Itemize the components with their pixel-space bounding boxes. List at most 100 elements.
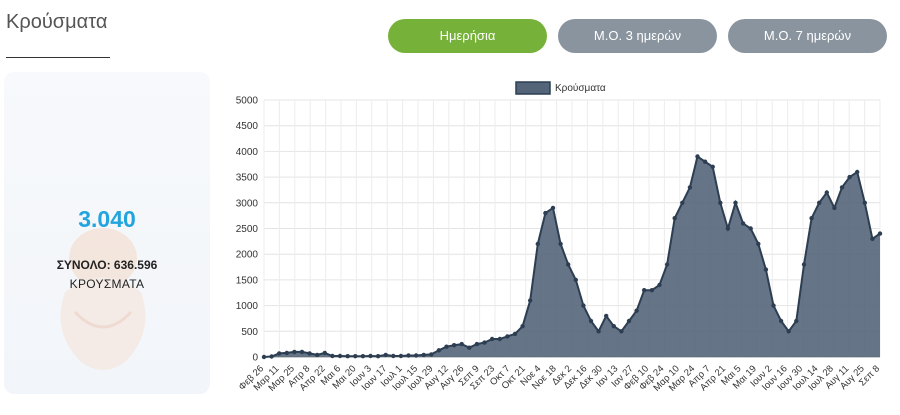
data-point[interactable] <box>451 343 457 348</box>
data-point[interactable] <box>801 262 807 267</box>
data-point[interactable] <box>664 262 670 267</box>
data-point[interactable] <box>299 349 305 355</box>
data-point[interactable] <box>611 324 616 329</box>
data-point[interactable] <box>763 267 769 272</box>
data-point[interactable] <box>429 352 434 357</box>
data-point[interactable] <box>330 353 335 359</box>
data-point[interactable] <box>497 336 502 342</box>
data-point[interactable] <box>261 354 267 360</box>
data-point[interactable] <box>292 349 297 355</box>
data-point[interactable] <box>421 352 426 358</box>
data-point[interactable] <box>528 298 533 303</box>
avg-7-days-toggle-button[interactable]: Μ.Ο. 7 ημερών <box>728 19 887 53</box>
data-point[interactable] <box>315 352 320 358</box>
data-point[interactable] <box>702 159 708 164</box>
data-point[interactable] <box>322 350 327 356</box>
data-point[interactable] <box>512 331 518 337</box>
data-point[interactable] <box>383 352 388 358</box>
avg-3-days-toggle-button[interactable]: Μ.Ο. 3 ημερών <box>558 19 717 53</box>
data-point[interactable] <box>604 313 609 319</box>
data-point[interactable] <box>687 185 693 190</box>
data-point[interactable] <box>817 200 822 205</box>
virus-watermark-icon <box>60 228 146 370</box>
data-point[interactable] <box>558 241 563 247</box>
data-point[interactable] <box>474 341 480 347</box>
data-point[interactable] <box>794 318 799 324</box>
data-point[interactable] <box>436 348 442 353</box>
data-point[interactable] <box>566 262 571 267</box>
data-point[interactable] <box>832 205 837 211</box>
data-point[interactable] <box>877 231 883 236</box>
data-point[interactable] <box>809 216 814 221</box>
data-point[interactable] <box>756 241 761 247</box>
data-point[interactable] <box>413 353 419 358</box>
legend-swatch <box>515 81 551 95</box>
title-underline <box>6 57 110 58</box>
data-point[interactable] <box>596 329 601 334</box>
data-point[interactable] <box>733 200 738 205</box>
data-point[interactable] <box>771 303 776 308</box>
data-point[interactable] <box>619 329 624 334</box>
y-tick-label: 1000 <box>236 301 259 312</box>
data-point[interactable] <box>786 329 791 334</box>
data-point[interactable] <box>649 288 655 293</box>
stats-card <box>4 72 210 394</box>
data-point[interactable] <box>839 185 845 190</box>
series-area-kroysmata <box>264 156 880 357</box>
data-point[interactable] <box>657 282 662 288</box>
data-point[interactable] <box>778 318 784 324</box>
data-point[interactable] <box>360 354 366 359</box>
data-point[interactable] <box>406 353 411 358</box>
data-point[interactable] <box>398 353 404 359</box>
data-point[interactable] <box>353 354 358 359</box>
data-point[interactable] <box>489 336 495 342</box>
daily-toggle-button[interactable]: Ημερήσια <box>388 19 547 53</box>
data-point[interactable] <box>581 303 586 308</box>
data-point[interactable] <box>695 154 700 159</box>
data-point[interactable] <box>680 200 685 205</box>
data-point[interactable] <box>626 318 632 324</box>
data-point[interactable] <box>375 354 381 359</box>
data-point[interactable] <box>824 190 829 195</box>
data-point[interactable] <box>672 216 677 221</box>
data-point[interactable] <box>307 351 312 356</box>
data-point[interactable] <box>573 277 578 283</box>
total-cases-label: ΣΥΝΟΛΟ: 636.596 <box>56 258 158 272</box>
data-point[interactable] <box>391 353 396 359</box>
y-tick-label: 4000 <box>236 147 259 158</box>
data-point[interactable] <box>520 324 525 329</box>
data-point[interactable] <box>505 334 510 339</box>
data-point[interactable] <box>277 351 282 356</box>
y-tick-label: 500 <box>241 327 258 338</box>
chart-legend[interactable]: Κρούσματα <box>515 81 606 95</box>
data-point[interactable] <box>718 200 723 205</box>
data-point[interactable] <box>269 354 274 359</box>
data-point[interactable] <box>345 354 350 359</box>
data-point[interactable] <box>634 308 639 313</box>
data-point[interactable] <box>337 353 343 359</box>
data-point[interactable] <box>284 350 289 356</box>
cases-caption: ΚΡΟΥΣΜΑΤΑ <box>69 277 145 291</box>
data-point[interactable] <box>482 340 487 345</box>
data-point[interactable] <box>847 174 852 180</box>
data-point[interactable] <box>543 210 548 216</box>
data-point[interactable] <box>725 226 731 231</box>
y-tick-label: 4500 <box>236 121 259 132</box>
data-point[interactable] <box>748 226 753 231</box>
series-line-kroysmata <box>263 154 881 358</box>
data-point[interactable] <box>710 164 715 169</box>
y-tick-label: 1500 <box>236 275 259 286</box>
data-point[interactable] <box>459 341 464 347</box>
data-point[interactable] <box>550 205 556 211</box>
data-point[interactable] <box>855 169 860 175</box>
data-point[interactable] <box>444 344 449 349</box>
y-tick-label: 3000 <box>236 198 259 209</box>
data-point[interactable] <box>467 345 472 350</box>
data-point[interactable] <box>870 236 875 241</box>
data-point[interactable] <box>535 241 540 247</box>
data-point[interactable] <box>368 353 373 359</box>
data-point[interactable] <box>862 200 867 205</box>
data-point[interactable] <box>642 288 647 293</box>
data-point[interactable] <box>588 318 594 324</box>
data-point[interactable] <box>740 221 746 226</box>
